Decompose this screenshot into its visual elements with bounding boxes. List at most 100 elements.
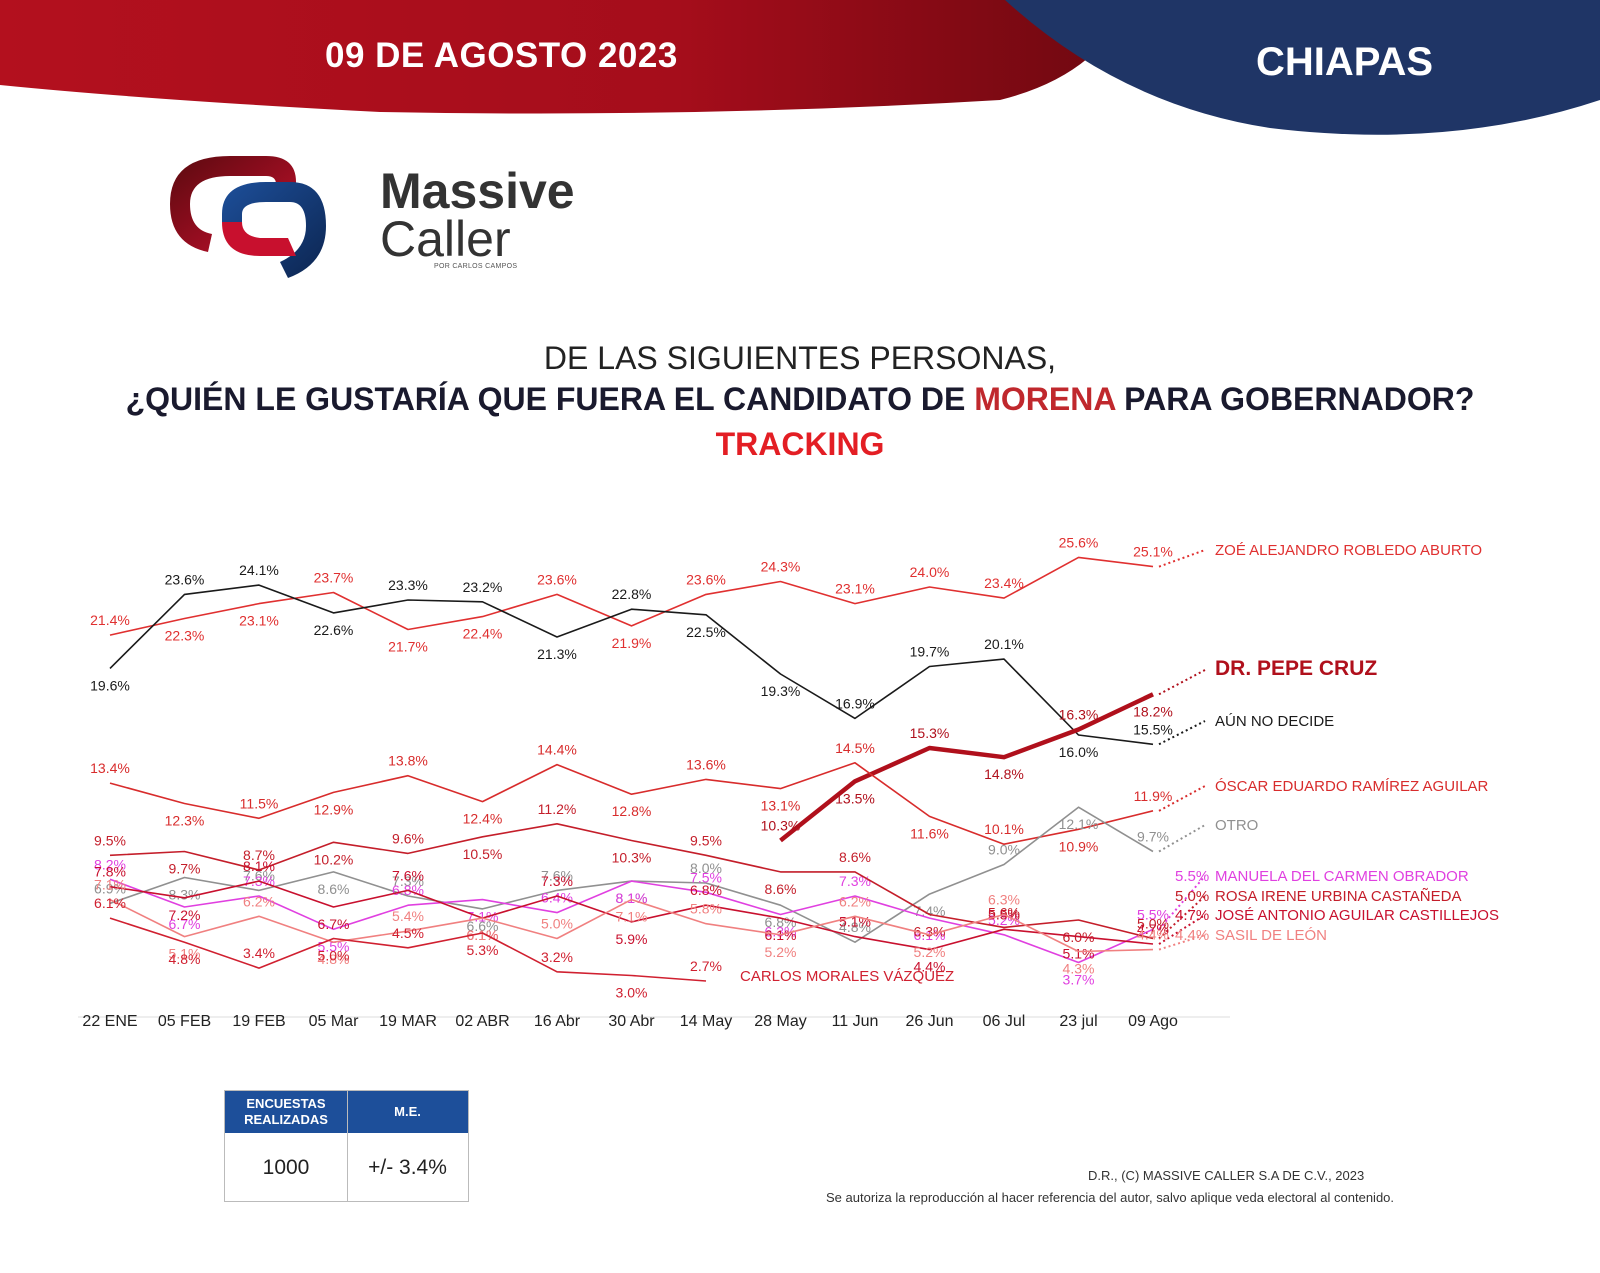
surveys-value: 1000 xyxy=(262,1155,310,1179)
x-tick-label: 19 FEB xyxy=(232,1013,285,1030)
table-divider xyxy=(347,1091,348,1201)
data-label: 7.1% xyxy=(94,877,126,893)
data-label: 14.8% xyxy=(984,766,1024,782)
data-label: 21.9% xyxy=(612,635,652,651)
legend-connector xyxy=(1158,824,1206,853)
data-label: 6.3% xyxy=(914,923,946,939)
legend-series-name: OTRO xyxy=(1215,817,1258,834)
data-label: 3.0% xyxy=(616,985,648,1001)
x-tick-label: 28 May xyxy=(754,1013,806,1030)
data-label: 6.1% xyxy=(94,895,126,911)
data-label: 7.2% xyxy=(169,907,201,923)
data-label: 6.8% xyxy=(690,882,722,898)
legend-connector xyxy=(1158,720,1206,746)
surveys-header: ENCUESTAS REALIZADAS xyxy=(225,1091,347,1133)
x-tick-label: 09 Ago xyxy=(1128,1013,1178,1030)
data-label: 10.9% xyxy=(1059,838,1099,854)
data-label: 24.0% xyxy=(910,564,950,580)
data-label: 23.1% xyxy=(239,613,279,629)
data-label: 7.6% xyxy=(541,867,573,883)
data-label: 4.8% xyxy=(169,951,201,967)
x-tick-label: 26 Jun xyxy=(905,1013,953,1030)
question-party-highlight: MORENA xyxy=(974,381,1116,417)
question-line2-after: PARA GOBERNADOR? xyxy=(1115,381,1475,417)
data-label: 12.3% xyxy=(165,812,205,828)
data-label: 23.4% xyxy=(984,575,1024,591)
data-label: 9.7% xyxy=(1137,829,1169,845)
data-label: 3.2% xyxy=(541,949,573,965)
data-label: 7.3% xyxy=(392,873,424,889)
brand-tagline: POR CARLOS CAMPOS xyxy=(434,263,518,270)
data-label: 8.6% xyxy=(839,849,871,865)
copyright-text: D.R., (C) MASSIVE CALLER S.A DE C.V., 20… xyxy=(1088,1168,1365,1183)
x-tick-label: 23 jul xyxy=(1059,1013,1097,1030)
series-line xyxy=(109,556,1154,636)
data-label: 8.6% xyxy=(318,881,350,897)
data-label: 10.3% xyxy=(612,849,652,865)
series-line xyxy=(109,762,1154,845)
brand-name-line2: Caller xyxy=(380,211,511,267)
legend-value: 5.0% xyxy=(1175,888,1209,905)
data-label: 7.6% xyxy=(243,867,275,883)
legend-value: 5.5% xyxy=(1175,868,1209,885)
data-label: 6.1% xyxy=(467,927,499,943)
data-label: 11.9% xyxy=(1134,788,1173,804)
data-label: 6.9% xyxy=(94,880,126,896)
data-label: 7.3% xyxy=(541,873,573,889)
data-label: 4.4% xyxy=(1137,927,1169,943)
data-label: 7.1% xyxy=(467,909,499,925)
series-line xyxy=(779,692,1154,843)
data-label: 20.1% xyxy=(984,636,1024,652)
data-label: 6.1% xyxy=(467,927,499,943)
data-label: 8.1% xyxy=(243,858,275,874)
data-label: 12.4% xyxy=(463,811,503,827)
data-label: 9.6% xyxy=(392,830,424,846)
data-label: 10.5% xyxy=(463,846,503,862)
data-label: 5.4% xyxy=(392,908,424,924)
data-label: 23.2% xyxy=(463,579,503,595)
data-label: 11.5% xyxy=(240,795,279,811)
data-label: 5.2% xyxy=(914,944,946,960)
data-label: 5.0% xyxy=(541,916,573,932)
data-label: 6.2% xyxy=(243,893,275,909)
legend-value: 4.7% xyxy=(1175,907,1209,924)
data-label: 7.5% xyxy=(690,869,722,885)
data-label: 14.5% xyxy=(835,740,875,756)
data-label: 6.7% xyxy=(318,916,350,932)
tracking-line-chart: 22 ENE 05 FEB 19 FEB 05 Mar 19 MAR 02 ABR 16 A… xyxy=(78,534,1499,1030)
header-banner xyxy=(0,0,1600,135)
data-label: 8.7% xyxy=(243,847,275,863)
x-tick-label: 14 May xyxy=(680,1013,732,1030)
series-line xyxy=(109,584,1154,746)
legend-connector xyxy=(1158,895,1206,940)
legend-value: 4.4% xyxy=(1175,927,1209,944)
data-label: 5.9% xyxy=(616,931,648,947)
data-label: 5.3% xyxy=(467,942,499,958)
legend-connector xyxy=(1158,549,1206,568)
data-label: 16.0% xyxy=(1059,744,1099,760)
data-label: 6.3% xyxy=(765,923,797,939)
data-label: 5.5% xyxy=(1137,906,1169,922)
data-label: 5.1% xyxy=(1063,946,1095,962)
margin-of-error-header: M.E. xyxy=(347,1091,468,1133)
data-label: 19.3% xyxy=(761,683,801,699)
data-label: 2.7% xyxy=(690,958,722,974)
legend-connector xyxy=(1158,914,1206,945)
data-label: 24.1% xyxy=(239,562,279,578)
series-line xyxy=(109,823,1154,940)
data-label: 5.0% xyxy=(318,948,350,964)
legend-series-name: ROSA IRENE URBINA CASTAÑEDA xyxy=(1215,888,1461,905)
data-label: 19.7% xyxy=(910,644,950,660)
data-label: 12.1% xyxy=(1059,816,1099,832)
question-line2-before: ¿QUIÉN LE GUSTARÍA QUE FUERA EL CANDIDAT… xyxy=(125,381,975,417)
data-label: 9.5% xyxy=(690,832,722,848)
data-label: 25.6% xyxy=(1059,534,1099,550)
data-label: 22.3% xyxy=(165,627,205,643)
data-label: 18.2% xyxy=(1133,703,1173,719)
state-name: CHIAPAS xyxy=(1256,40,1434,84)
question-line2: ¿QUIÉN LE GUSTARÍA QUE FUERA EL CANDIDAT… xyxy=(0,381,1600,418)
legend-series-name: DR. PEPE CRUZ xyxy=(1215,657,1377,680)
data-label: 8.6% xyxy=(765,881,797,897)
x-tick-label: 05 FEB xyxy=(158,1013,211,1030)
data-label: 4.4% xyxy=(914,959,946,975)
